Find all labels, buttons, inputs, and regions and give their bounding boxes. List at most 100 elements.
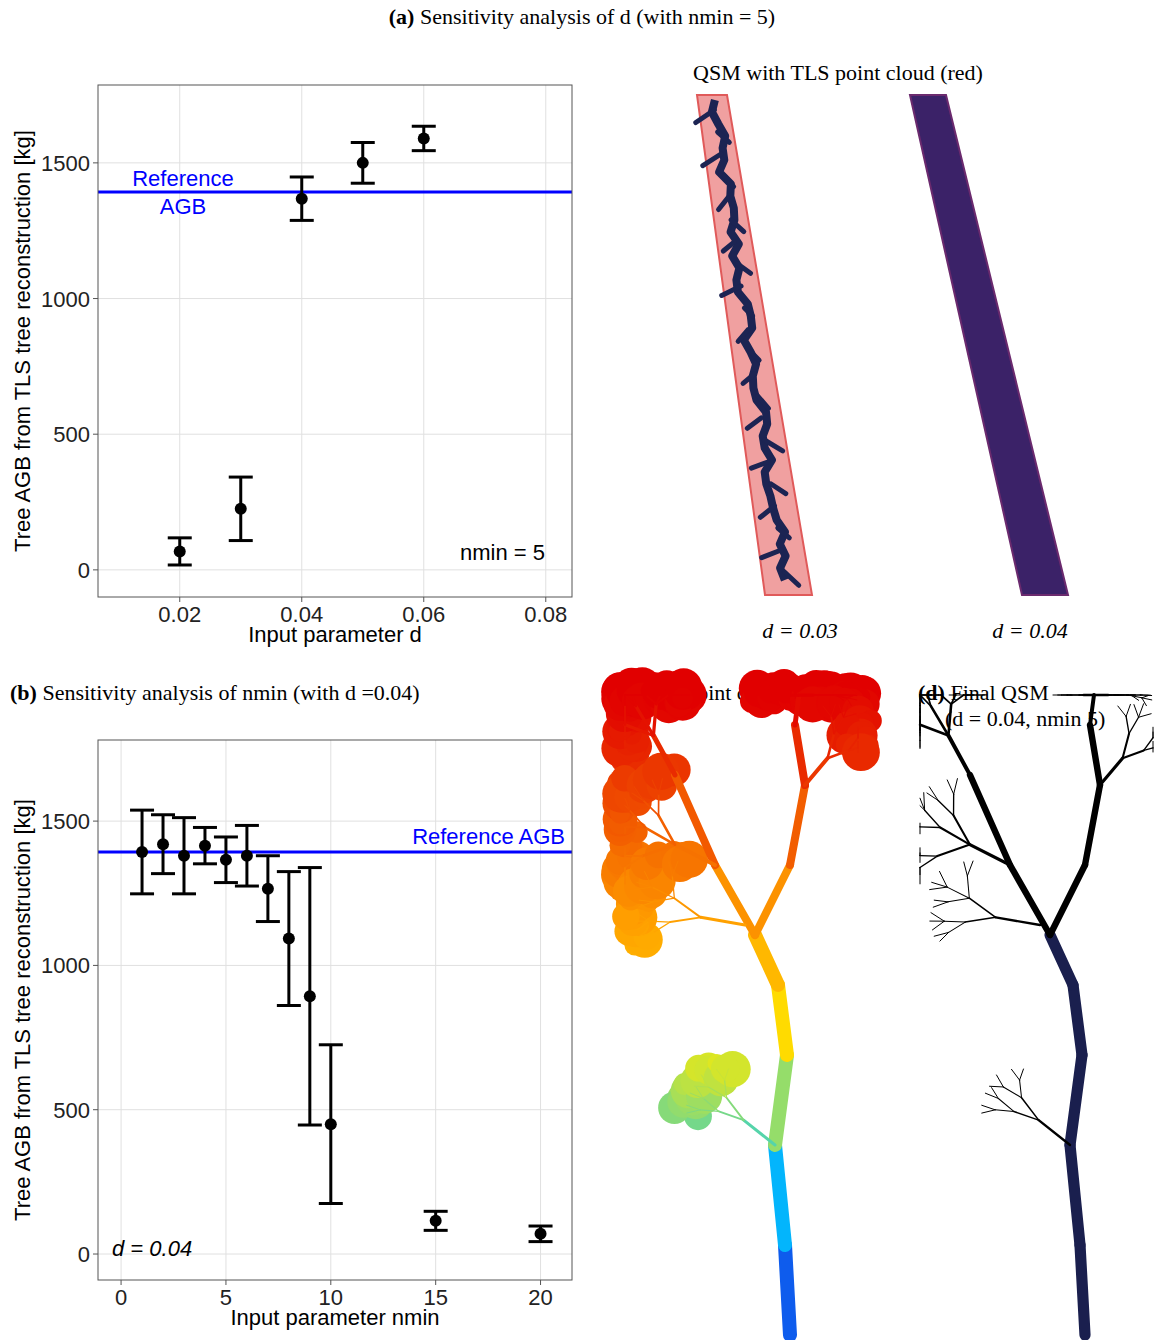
branch-points	[659, 815, 675, 844]
qsm-cylinder	[949, 695, 953, 696]
error-bar-cap	[193, 862, 217, 865]
qsm-cylinder	[938, 800, 953, 815]
branch-points	[628, 793, 630, 811]
branch-points	[823, 706, 831, 716]
error-bar-cap	[298, 1124, 322, 1127]
qsm-cylinder	[920, 867, 921, 868]
error-bar-cap	[256, 854, 280, 857]
branch-points	[695, 1086, 709, 1088]
branch-points	[847, 695, 855, 698]
qsm-branch	[747, 418, 761, 428]
branch-points	[656, 695, 669, 704]
grid-line	[423, 85, 424, 597]
branch-points	[625, 856, 642, 867]
branch-points	[633, 695, 636, 706]
branch-points	[784, 694, 788, 696]
branch-points	[857, 748, 858, 752]
error-bar	[229, 477, 253, 540]
qsm-cylinder	[934, 900, 948, 902]
branch-points	[636, 695, 644, 696]
error-bar-cap	[319, 1043, 343, 1046]
qsm-cylinder	[953, 794, 954, 815]
branch-points	[687, 1105, 700, 1110]
error-bar-cap	[172, 892, 196, 895]
error-bar-cap	[412, 149, 436, 152]
qsm-cylinder	[967, 861, 973, 876]
qsm-cylinder	[920, 826, 940, 828]
point	[178, 850, 190, 862]
point	[283, 933, 295, 945]
error-bar	[412, 126, 436, 150]
qsm-cylinder	[1142, 698, 1147, 706]
reference-line	[98, 850, 572, 853]
branch-points	[805, 758, 828, 785]
branch-points	[669, 862, 673, 876]
grid-line	[98, 298, 572, 299]
qsm-branch	[762, 550, 781, 558]
tick-label: 500	[53, 1098, 90, 1123]
point	[174, 545, 186, 557]
branch-points	[630, 810, 646, 827]
branch-points	[776, 694, 785, 695]
branch-points	[642, 845, 675, 857]
branch-points	[635, 921, 649, 922]
qsm-image	[696, 95, 1068, 595]
qsm-cylinder	[937, 845, 970, 857]
qsm-cylinder	[1126, 716, 1129, 733]
branch-points	[624, 856, 625, 863]
qsm-cylinder	[1071, 694, 1080, 695]
qsm-cylinder	[1020, 1080, 1022, 1098]
error-bar	[424, 1211, 448, 1230]
qsm-cylinder	[1153, 741, 1154, 748]
qsm-cylinder	[920, 855, 937, 857]
qsm-cylinder	[1129, 717, 1138, 733]
qsm-cylinder	[931, 694, 941, 695]
error-bar-cap	[130, 809, 154, 812]
qsm-stem	[910, 95, 1068, 595]
qsm-branch	[731, 220, 744, 232]
qsm-cylinder	[967, 876, 969, 898]
error-bar	[256, 856, 280, 922]
annotation: d = 0.04	[112, 1236, 192, 1261]
qsm-cylinder	[934, 932, 948, 936]
tick-mark	[93, 569, 98, 570]
point	[357, 157, 369, 169]
plot-frame	[98, 740, 572, 1280]
qsm-cylinder	[1079, 694, 1083, 696]
qsm-branch	[723, 242, 734, 251]
error-bar-cap	[277, 1004, 301, 1007]
error-bar	[319, 1045, 343, 1204]
qsm-cylinder	[1123, 750, 1144, 758]
error-bar	[298, 868, 322, 1125]
branch-points	[624, 868, 625, 884]
grid-line	[98, 965, 572, 966]
error-bar	[277, 872, 301, 1006]
branch-points	[775, 1055, 787, 1145]
branch-points	[849, 748, 858, 750]
point	[304, 990, 316, 1002]
qsm-cylinder	[919, 705, 921, 724]
qsm-cylinder	[920, 732, 921, 739]
error-bar	[290, 177, 314, 220]
grid-line	[98, 569, 572, 570]
qsm-cylinder	[930, 921, 944, 922]
branch-points	[725, 1080, 727, 1098]
grid-line	[179, 85, 180, 597]
branch-points	[802, 695, 806, 696]
branch-points	[703, 1098, 718, 1111]
qsm-cylinder	[1063, 695, 1071, 696]
panel-title: (b) Sensitivity analysis of nmin (with d…	[10, 680, 420, 705]
qsm-cylinder	[930, 887, 948, 889]
branch-points	[625, 695, 636, 706]
branch-points	[624, 705, 626, 724]
qsm-cylinder	[1153, 727, 1154, 738]
branch-points	[645, 871, 653, 887]
branch-points	[624, 695, 625, 705]
qsm-cylinder	[964, 862, 968, 876]
branch-points	[649, 921, 670, 923]
point	[535, 1228, 547, 1240]
error-bar-cap	[151, 813, 175, 816]
error-bar	[529, 1226, 553, 1242]
branch-points	[767, 694, 777, 695]
qsm-cylinder	[1134, 705, 1139, 718]
